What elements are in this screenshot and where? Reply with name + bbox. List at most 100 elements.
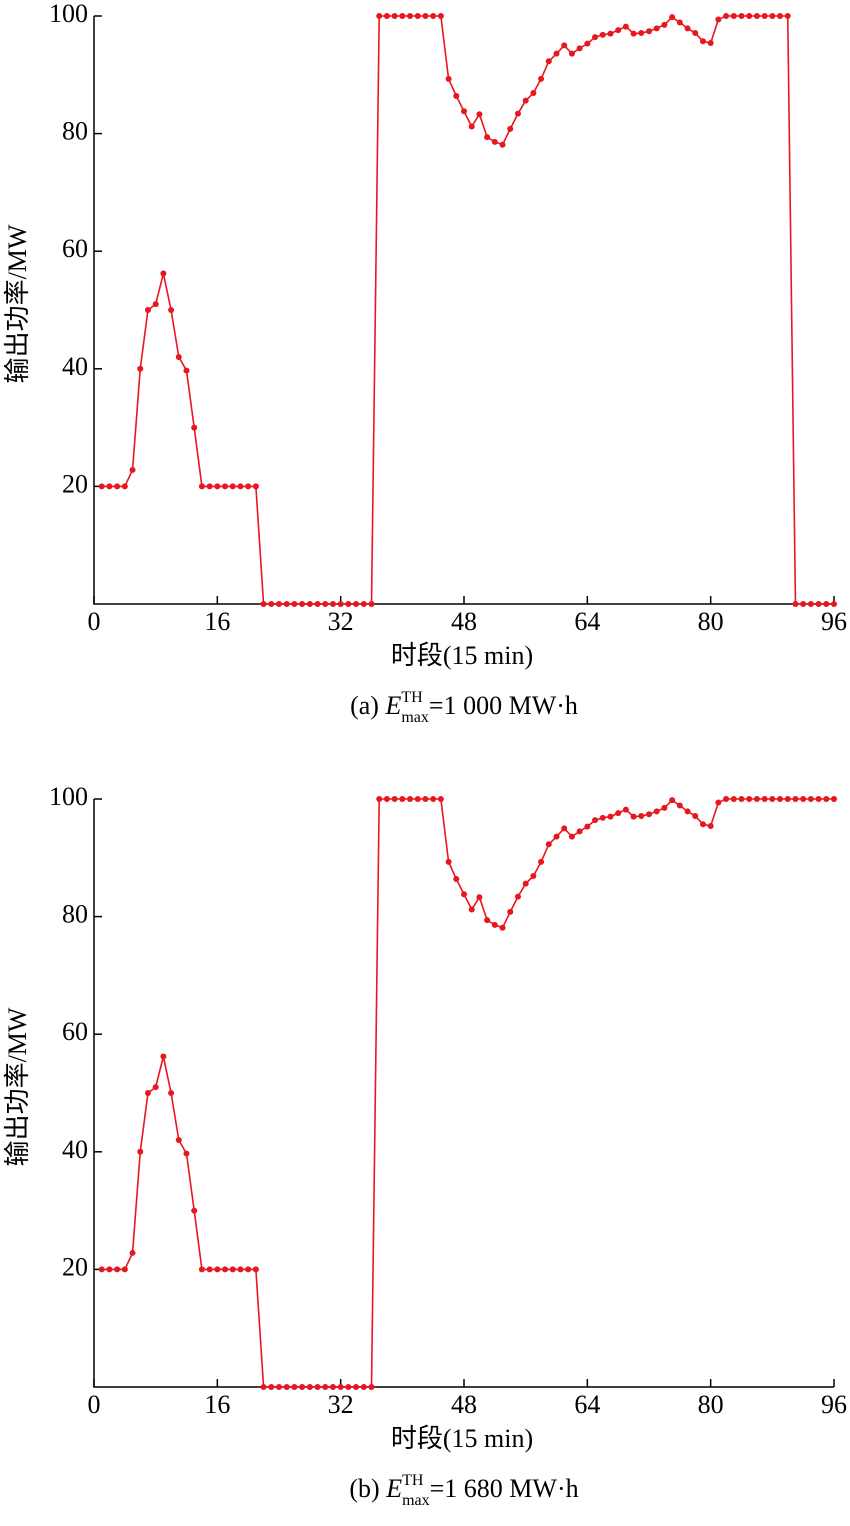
data-point: [561, 42, 568, 49]
y-tick-label: 100: [49, 782, 88, 811]
data-point: [229, 1266, 236, 1273]
data-point: [306, 601, 313, 607]
data-point: [815, 796, 822, 802]
axes: [93, 16, 834, 605]
data-point: [484, 917, 491, 924]
data-point: [461, 108, 467, 115]
data-point: [368, 1384, 375, 1390]
data-point: [453, 875, 460, 882]
data-point: [129, 1249, 136, 1256]
data-point: [407, 796, 414, 802]
data-point: [445, 858, 452, 865]
data-point: [322, 601, 329, 607]
data-point: [607, 30, 614, 37]
data-point: [222, 483, 229, 490]
data-point: [568, 833, 575, 840]
x-tick-label: 64: [574, 607, 600, 636]
caption-prefix: (b): [349, 1474, 386, 1503]
data-point: [746, 13, 753, 19]
data-point: [337, 1384, 344, 1390]
data-point: [653, 25, 660, 32]
x-tick-label: 32: [328, 607, 354, 636]
data-point: [291, 601, 298, 607]
data-point: [206, 483, 213, 490]
data-point: [807, 796, 814, 802]
data-point: [753, 13, 760, 19]
data-point: [245, 483, 252, 490]
data-point: [692, 813, 699, 820]
data-point: [831, 601, 837, 607]
data-point: [437, 13, 444, 19]
plot: 20 40 60 80 100 0 16 32 48 64 80 96 时段(15 min) 输出功率/M…: [3, 782, 847, 1509]
x-tick-label: 64: [574, 1390, 600, 1419]
data-point: [800, 601, 807, 607]
x-tick-label: 48: [451, 607, 477, 636]
data-point: [222, 1266, 229, 1273]
data-point: [422, 13, 429, 19]
data-point: [646, 28, 652, 35]
caption-suffix: =1 000 MW·h: [429, 691, 578, 720]
caption-superscript: TH: [402, 1472, 424, 1489]
data-point: [399, 13, 406, 19]
caption-symbol: E: [384, 691, 401, 720]
data-point: [699, 821, 706, 828]
data-point: [576, 45, 583, 52]
data-point: [291, 1384, 298, 1390]
data-point: [191, 424, 198, 431]
data-point: [237, 1266, 244, 1273]
data-point: [753, 796, 760, 802]
data-point: [322, 1384, 329, 1390]
data-point: [129, 466, 136, 473]
data-point: [468, 906, 475, 913]
data-point: [730, 796, 737, 802]
data-point: [646, 811, 652, 818]
data-point: [514, 110, 521, 117]
data-point: [769, 13, 776, 19]
x-tick-label: 80: [698, 1390, 724, 1419]
data-point: [553, 50, 560, 57]
data-point: [229, 483, 236, 490]
y-tick-label: 60: [62, 234, 88, 263]
data-point: [699, 38, 706, 45]
data-point: [576, 828, 583, 835]
data-point: [422, 796, 429, 802]
data-point: [514, 893, 521, 900]
y-tick-label: 80: [62, 900, 88, 929]
data-line: [101, 15, 834, 605]
data-point: [453, 92, 460, 99]
data-point: [268, 601, 275, 607]
data-point: [260, 1384, 267, 1390]
data-point: [168, 307, 175, 313]
y-tick-label: 20: [62, 469, 88, 498]
data-point: [622, 23, 629, 30]
data-point: [144, 307, 151, 313]
data-point: [268, 1384, 275, 1390]
data-point: [792, 796, 799, 802]
caption-superscript: TH: [401, 689, 423, 706]
data-point: [491, 921, 498, 928]
data-point: [152, 301, 159, 308]
data-point: [137, 365, 144, 372]
y-tick-label: 40: [62, 1135, 88, 1164]
axes: [93, 799, 834, 1388]
y-tick-label: 20: [62, 1252, 88, 1281]
data-point: [214, 483, 221, 490]
data-point: [345, 601, 352, 607]
data-point: [175, 354, 182, 361]
data-point: [707, 823, 714, 830]
data-point: [476, 111, 483, 118]
x-tick-label: 96: [821, 1390, 847, 1419]
data-point: [198, 483, 205, 490]
data-point: [538, 75, 545, 82]
caption-symbol: E: [385, 1474, 402, 1503]
data-point: [383, 13, 390, 19]
data-point: [800, 796, 807, 802]
data-point: [160, 1053, 167, 1060]
data-point: [121, 483, 128, 490]
data-point: [360, 1384, 367, 1390]
data-point: [784, 796, 791, 802]
data-point: [777, 796, 784, 802]
data-point: [407, 13, 414, 19]
data-point: [252, 1266, 259, 1273]
